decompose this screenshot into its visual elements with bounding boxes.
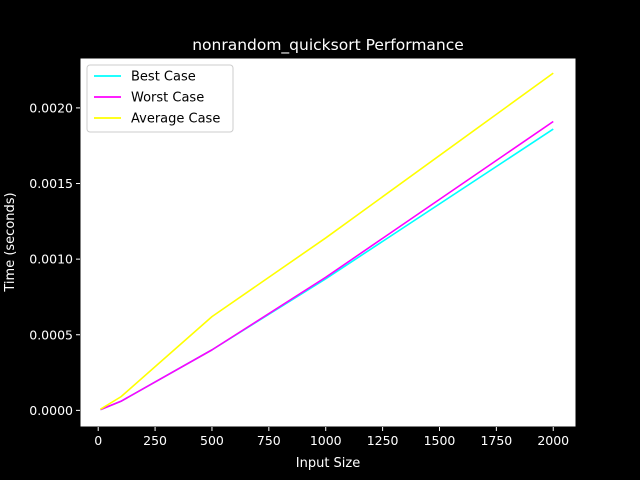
series-line-1 [100,120,554,411]
x-axis-ticks: 0 250 500 750 1000 1250 1500 1750 2000 [94,427,569,448]
x-tick-label: 750 [257,433,281,448]
x-tick-label: 0 [94,433,102,448]
y-tick-label: 0.0000 [29,403,73,418]
x-tick-label: 1000 [310,433,342,448]
y-tick-label: 0.0010 [29,252,73,267]
y-tick-label: 0.0005 [29,327,73,342]
plot-frame [79,57,577,428]
x-tick-label: 1500 [424,433,456,448]
legend-label-1: Worst Case [131,91,204,106]
legend-box [86,64,234,133]
chart-title: nonrandom_quicksort Performance [192,36,464,55]
legend-label-2: Average Case [131,112,220,127]
series-layer [100,72,554,411]
x-axis-label: Input Size [296,456,360,471]
x-tick-label: 1750 [480,433,512,448]
y-tick-label: 0.0015 [29,176,73,191]
y-axis-label: Time (seconds) [3,192,18,292]
legend: Best Case Worst Case Average Case [86,64,234,133]
y-axis-ticks: 0.0000 0.0005 0.0010 0.0015 0.0020 [29,100,80,418]
x-tick-label: 250 [143,433,167,448]
x-tick-label: 500 [200,433,224,448]
x-tick-label: 2000 [537,433,569,448]
y-tick-label: 0.0020 [29,100,73,115]
series-line-2 [100,72,554,410]
legend-label-0: Best Case [131,70,196,85]
x-tick-label: 1250 [367,433,399,448]
